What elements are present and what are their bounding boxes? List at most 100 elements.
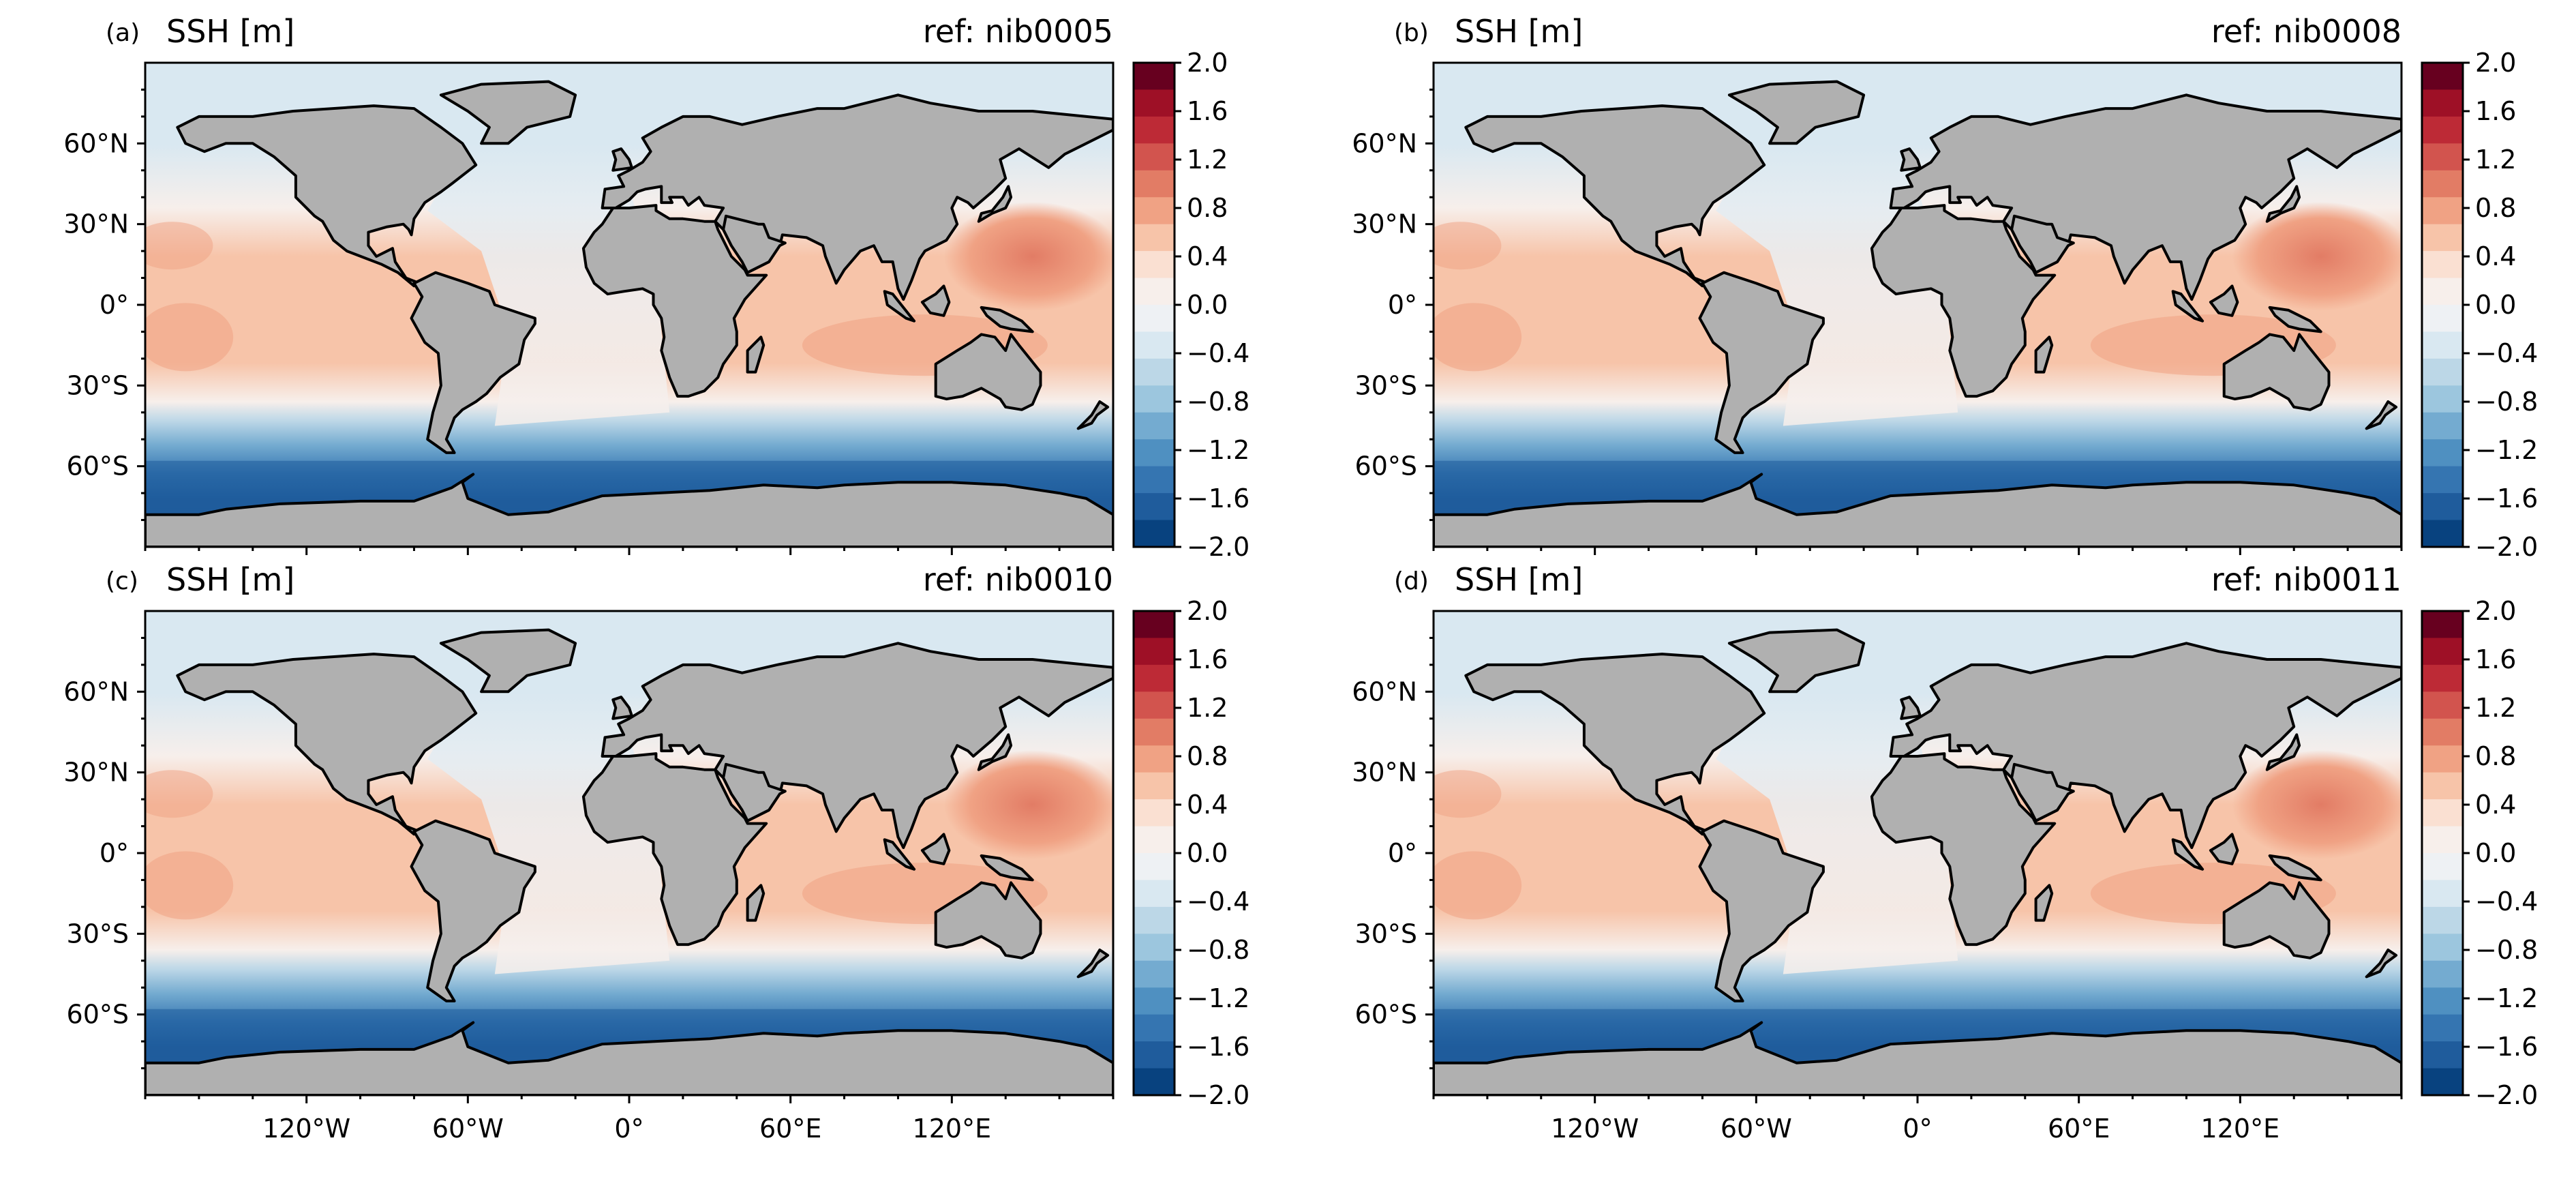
- colorbar-tick-label: 2.0: [1187, 48, 1228, 78]
- colorbar-tick-label: 0.0: [2475, 290, 2516, 320]
- colorbar-level: [1134, 799, 1175, 827]
- colorbar-tick-label: −0.4: [1187, 886, 1249, 917]
- colorbar-level: [1134, 143, 1175, 171]
- colorbar-tick-label: 2.0: [1187, 596, 1228, 626]
- colorbar-level: [2422, 611, 2463, 639]
- colorbar-level: [2422, 197, 2463, 225]
- colorbar-tick-label: 1.6: [1187, 96, 1228, 126]
- colorbar-level: [2422, 934, 2463, 962]
- colorbar-tick-label: 0.8: [2475, 741, 2516, 771]
- lat-tick-label: 60°S: [67, 1000, 129, 1030]
- land-new-zealand: [2365, 400, 2398, 430]
- land-madagascar: [2034, 336, 2054, 374]
- land-new-guinea: [980, 854, 1034, 882]
- land-new-zealand: [1076, 400, 1110, 430]
- colorbar-level: [1134, 1041, 1175, 1069]
- land-africa: [581, 752, 768, 947]
- land-layer: [1434, 80, 2401, 547]
- land-layer: [1434, 628, 2401, 1095]
- colorbar-level: [1134, 116, 1175, 144]
- land-australia: [2222, 333, 2331, 411]
- colorbar: 2.0 1.6 1.2 0.8 0.4 0.0 −0.4 −0.8 −1.2 −1.6 −2.0: [2421, 48, 2538, 562]
- colorbar-level: [2422, 826, 2463, 854]
- colorbar-tick-label: −1.2: [1187, 983, 1249, 1013]
- land-south-america: [1698, 819, 1825, 1002]
- colorbar-level: [2422, 331, 2463, 359]
- land-greenland: [1727, 80, 1866, 145]
- land-eurasia: [1889, 642, 2401, 850]
- colorbar-level: [2422, 906, 2463, 934]
- land-africa: [1870, 204, 2057, 398]
- land-north-america: [176, 104, 478, 288]
- colorbar-level: [1134, 664, 1175, 692]
- colorbar-level: [1134, 718, 1175, 746]
- north-pacific-warm: [145, 222, 213, 270]
- land-japan: [977, 185, 1013, 223]
- colorbar-level: [2422, 305, 2463, 333]
- panel-d: 60°N 30°N 0° 30°S 60°S 120°W 60°W 0° 60°E 120°E (d…: [1352, 561, 2538, 1144]
- land-antarctica: [1434, 1021, 2401, 1095]
- lat-tick-label: 30°S: [67, 919, 129, 949]
- colorbar-level: [2422, 853, 2463, 881]
- colorbar-tick-label: 1.6: [2475, 96, 2516, 126]
- map-area: [145, 611, 1113, 1095]
- colorbar-tick-label: −1.6: [1187, 1032, 1249, 1062]
- colorbar-level: [2422, 385, 2463, 413]
- colorbar-tick-label: 2.0: [2475, 48, 2516, 78]
- west-pacific-warm-pool: [2232, 202, 2401, 311]
- colorbar-tick-label: −2.0: [2475, 532, 2538, 562]
- colorbar: 2.0 1.6 1.2 0.8 0.4 0.0 −0.4 −0.8 −1.2 −1.6 −2.0: [1132, 596, 1249, 1110]
- colorbar-level: [2422, 1068, 2463, 1096]
- lat-tick-label: 30°N: [63, 209, 129, 239]
- lat-tick-label: 60°S: [1355, 1000, 1417, 1030]
- colorbar-tick-label: −0.4: [2475, 886, 2538, 917]
- panel-ref: ref: nib0010: [923, 561, 1113, 598]
- colorbar-level: [1134, 439, 1175, 467]
- land-greenland: [439, 80, 577, 145]
- land-new-guinea: [2268, 854, 2322, 882]
- colorbar-tick-label: 1.2: [1187, 145, 1228, 175]
- lon-tick-label: 0°: [1903, 1114, 1932, 1144]
- lon-tick-label: 120°E: [2201, 1114, 2280, 1144]
- panel-title: SSH [m]: [1455, 561, 1583, 598]
- lon-tick-label: 60°W: [432, 1114, 504, 1144]
- colorbar-tick-label: 0.8: [1187, 741, 1228, 771]
- colorbar-tick-label: 1.6: [1187, 644, 1228, 674]
- colorbar-tick-label: 0.8: [2475, 193, 2516, 223]
- colorbar-level: [2422, 224, 2463, 252]
- colorbar-level: [2422, 638, 2463, 666]
- lat-tick-label: 30°N: [63, 758, 129, 788]
- colorbar-level: [2422, 466, 2463, 494]
- colorbar-tick-label: 1.2: [1187, 693, 1228, 723]
- colorbar-tick-label: 2.0: [2475, 596, 2516, 626]
- lon-tick-label: 60°E: [2048, 1114, 2110, 1144]
- colorbar-level: [2422, 116, 2463, 144]
- colorbar-tick-label: 1.6: [2475, 644, 2516, 674]
- colorbar-tick-label: −0.8: [2475, 387, 2538, 417]
- colorbar-level: [1134, 987, 1175, 1015]
- land-uk: [611, 147, 633, 172]
- land-antarctica: [1434, 473, 2401, 547]
- land-antarctica: [145, 1021, 1113, 1095]
- colorbar-tick-label: −1.6: [1187, 483, 1249, 513]
- west-pacific-warm-pool: [943, 750, 1113, 859]
- land-south-america: [410, 819, 536, 1002]
- colorbar-level: [1134, 197, 1175, 225]
- land-layer: [145, 80, 1113, 547]
- colorbar-level: [1134, 772, 1175, 800]
- land-uk: [1900, 696, 1922, 720]
- colorbar-level: [1134, 385, 1175, 413]
- land-eurasia: [601, 93, 1113, 301]
- land-arabia: [722, 214, 787, 274]
- lat-tick-label: 30°S: [1355, 370, 1417, 400]
- panel-a: 60°N 30°N 0° 30°S 60°S (a) SSH [m] ref: nib0005…: [63, 13, 1249, 562]
- colorbar-tick-label: 1.2: [2475, 693, 2516, 723]
- colorbar-level: [2422, 880, 2463, 908]
- colorbar-tick-label: 0.4: [2475, 790, 2516, 820]
- land-madagascar: [746, 336, 766, 374]
- east-pacific-warm: [1434, 303, 1522, 372]
- lat-tick-label: 60°S: [67, 451, 129, 481]
- lat-tick-label: 0°: [1388, 290, 1417, 320]
- lat-tick-label: 30°S: [67, 370, 129, 400]
